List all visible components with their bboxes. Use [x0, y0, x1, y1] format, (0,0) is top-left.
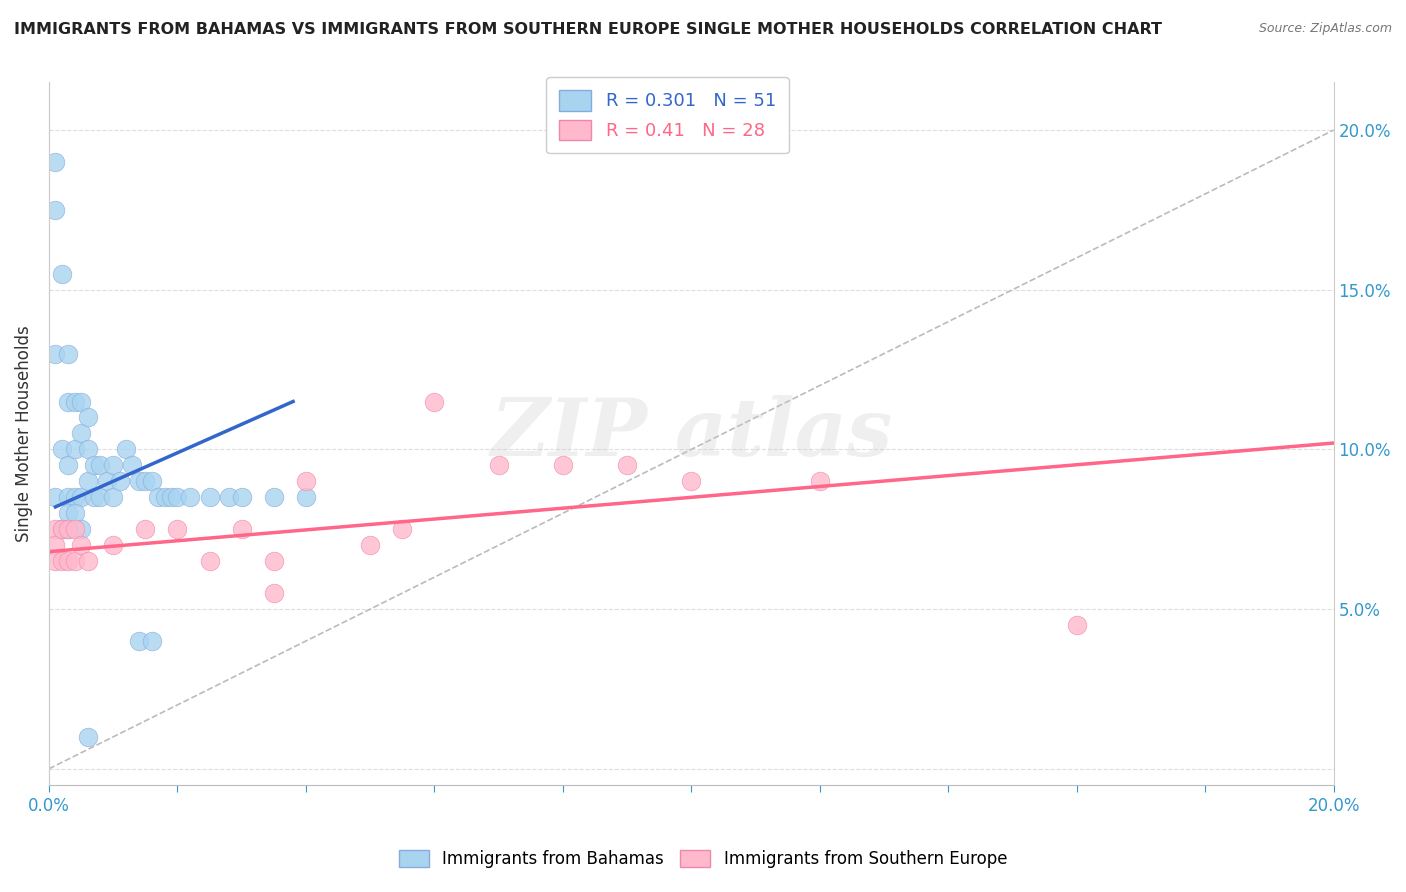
Point — [616, 458, 638, 473]
Point — [51, 522, 73, 536]
Y-axis label: Single Mother Households: Single Mother Households — [15, 325, 32, 541]
Point — [808, 475, 831, 489]
Point — [83, 458, 105, 473]
Point — [76, 442, 98, 457]
Point — [166, 522, 188, 536]
Text: Source: ZipAtlas.com: Source: ZipAtlas.com — [1258, 22, 1392, 36]
Point — [63, 442, 86, 457]
Point — [58, 346, 80, 360]
Text: ZIP atlas: ZIP atlas — [491, 394, 893, 472]
Point — [44, 522, 66, 536]
Point — [76, 410, 98, 425]
Point — [134, 522, 156, 536]
Point — [58, 522, 80, 536]
Point — [76, 554, 98, 568]
Point — [295, 475, 318, 489]
Point — [141, 475, 163, 489]
Point — [160, 491, 183, 505]
Point — [63, 506, 86, 520]
Point — [551, 458, 574, 473]
Point — [70, 522, 93, 536]
Point — [153, 491, 176, 505]
Point — [44, 538, 66, 552]
Point — [44, 554, 66, 568]
Point — [70, 426, 93, 441]
Point — [89, 458, 111, 473]
Point — [51, 522, 73, 536]
Point — [218, 491, 240, 505]
Point — [1066, 618, 1088, 632]
Point — [58, 491, 80, 505]
Point — [51, 522, 73, 536]
Legend: Immigrants from Bahamas, Immigrants from Southern Europe: Immigrants from Bahamas, Immigrants from… — [392, 843, 1014, 875]
Point — [488, 458, 510, 473]
Point — [58, 554, 80, 568]
Point — [70, 538, 93, 552]
Point — [103, 538, 125, 552]
Point — [128, 634, 150, 648]
Point — [263, 554, 285, 568]
Point — [44, 346, 66, 360]
Point — [51, 554, 73, 568]
Point — [231, 522, 253, 536]
Point — [96, 475, 118, 489]
Point — [263, 491, 285, 505]
Point — [423, 394, 446, 409]
Point — [391, 522, 413, 536]
Point — [681, 475, 703, 489]
Point — [134, 475, 156, 489]
Point — [70, 394, 93, 409]
Point — [58, 522, 80, 536]
Point — [108, 475, 131, 489]
Point — [263, 586, 285, 600]
Text: IMMIGRANTS FROM BAHAMAS VS IMMIGRANTS FROM SOUTHERN EUROPE SINGLE MOTHER HOUSEHO: IMMIGRANTS FROM BAHAMAS VS IMMIGRANTS FR… — [14, 22, 1163, 37]
Point — [51, 267, 73, 281]
Point — [44, 202, 66, 217]
Legend: R = 0.301   N = 51, R = 0.41   N = 28: R = 0.301 N = 51, R = 0.41 N = 28 — [546, 77, 789, 153]
Point — [63, 491, 86, 505]
Point — [44, 155, 66, 169]
Point — [128, 475, 150, 489]
Point — [198, 491, 221, 505]
Point — [231, 491, 253, 505]
Point — [103, 491, 125, 505]
Point — [179, 491, 201, 505]
Point — [58, 458, 80, 473]
Point — [166, 491, 188, 505]
Point — [63, 522, 86, 536]
Point — [103, 458, 125, 473]
Point — [115, 442, 138, 457]
Point — [141, 634, 163, 648]
Point — [121, 458, 143, 473]
Point — [89, 491, 111, 505]
Point — [146, 491, 169, 505]
Point — [44, 491, 66, 505]
Point — [58, 506, 80, 520]
Point — [70, 491, 93, 505]
Point — [83, 491, 105, 505]
Point — [63, 554, 86, 568]
Point — [198, 554, 221, 568]
Point — [58, 394, 80, 409]
Point — [76, 730, 98, 744]
Point — [359, 538, 381, 552]
Point — [51, 442, 73, 457]
Point — [76, 475, 98, 489]
Point — [295, 491, 318, 505]
Point — [63, 394, 86, 409]
